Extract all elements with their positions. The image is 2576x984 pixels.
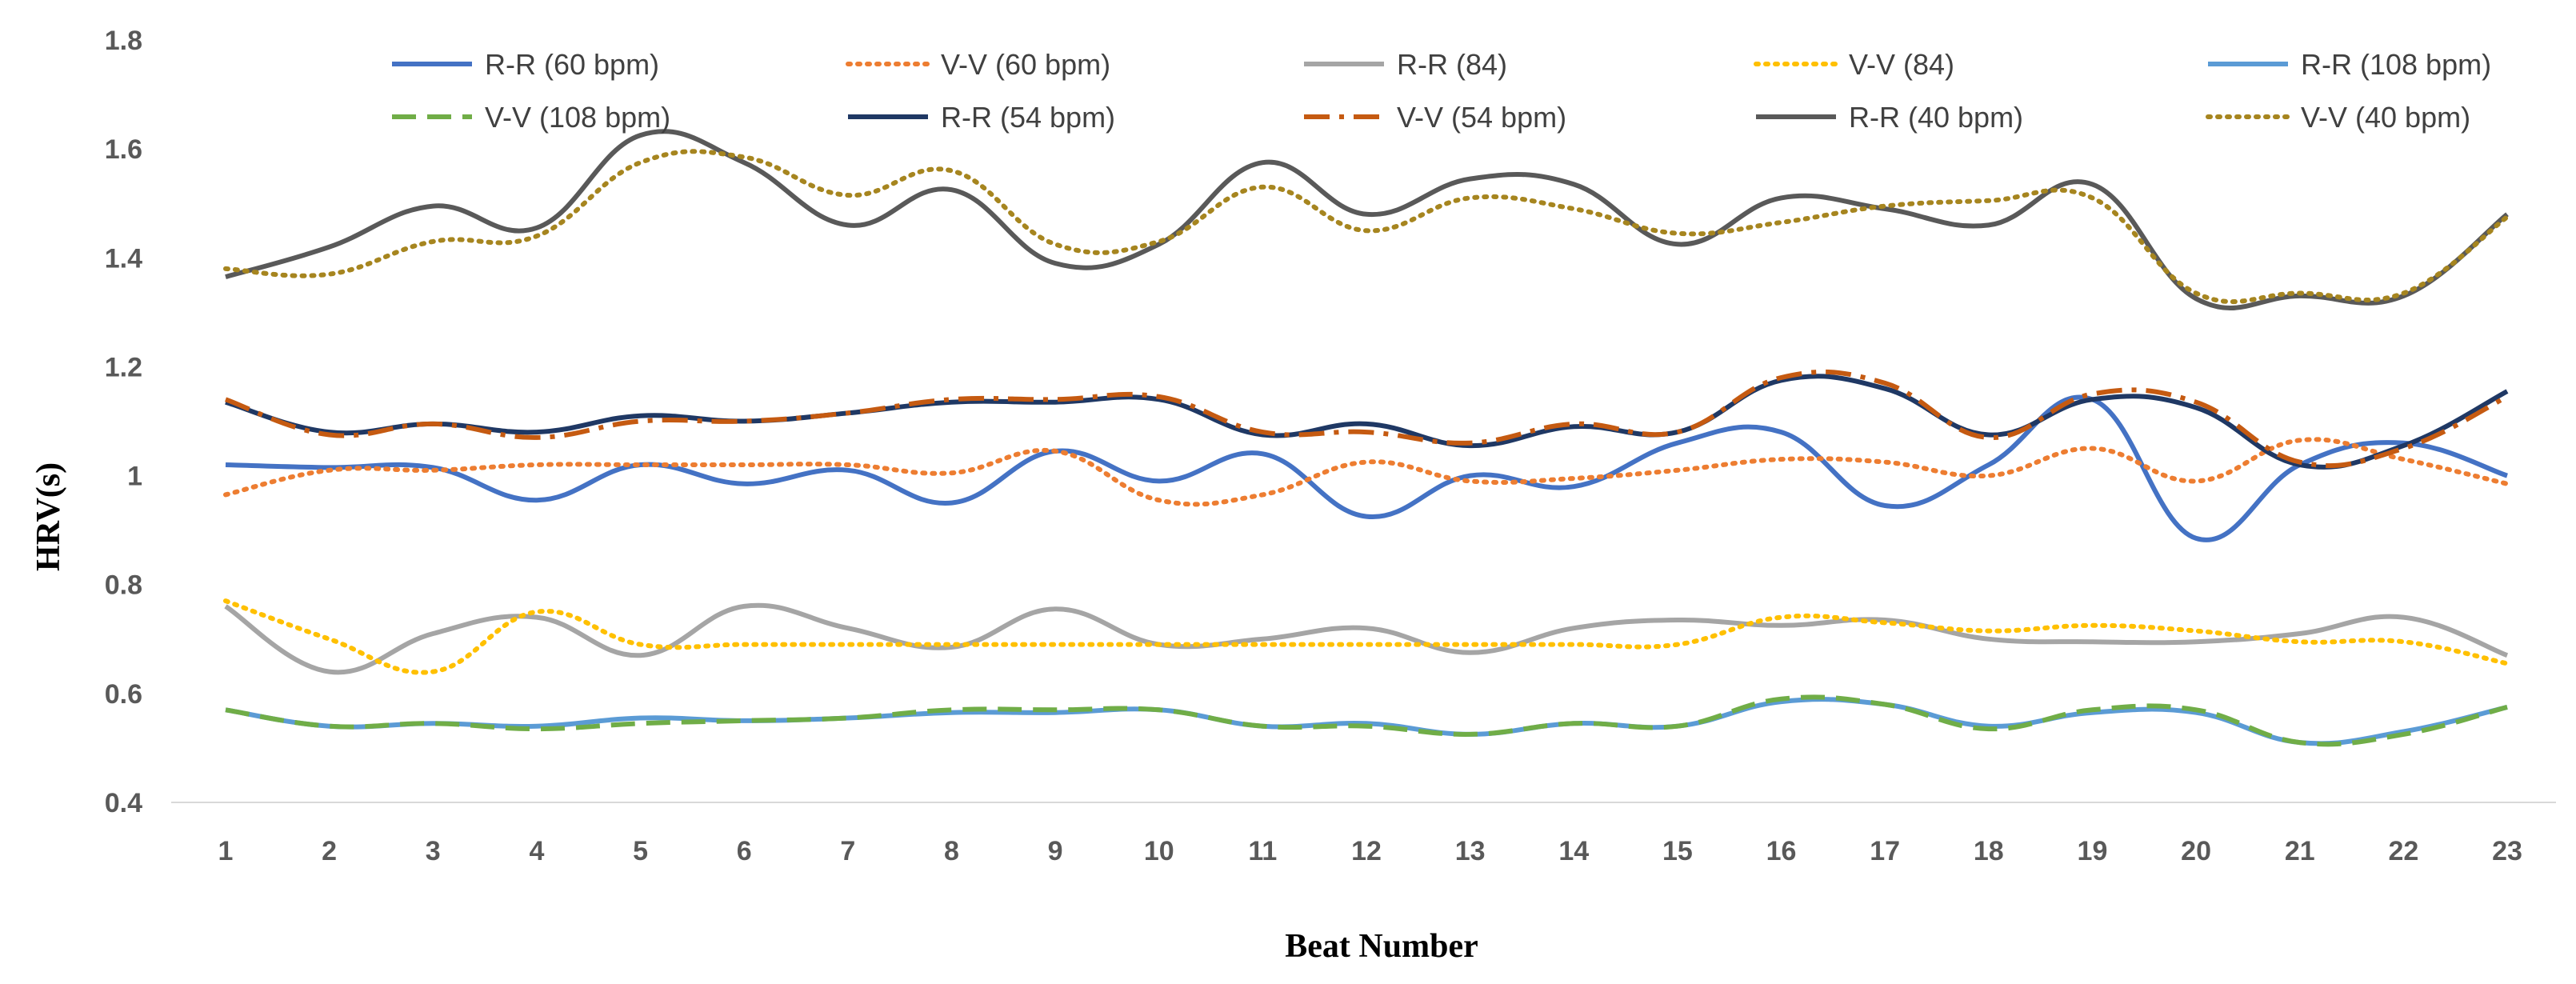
series-line-1 [225, 394, 2508, 542]
legend-label: R-R (84) [1397, 48, 1507, 81]
x-tick-label: 17 [1870, 836, 1900, 866]
legend-label: V-V (60 bpm) [941, 48, 1110, 81]
y-tick-label: 1.8 [105, 26, 142, 56]
y-tick-label: 1 [127, 462, 142, 492]
legend-item: V-V (84) [1754, 48, 1954, 81]
series-line-8 [225, 369, 2509, 469]
x-tick-label: 15 [1662, 836, 1693, 866]
series-line-3 [224, 602, 2509, 675]
series-line-7 [225, 374, 2509, 470]
legend-label: V-V (54 bpm) [1397, 101, 1566, 134]
legend-label: R-R (60 bpm) [485, 48, 659, 81]
legend-item: R-R (40 bpm) [1756, 101, 2023, 134]
x-axis-title: Beat Number [1285, 928, 1478, 965]
x-tick-label: 22 [2388, 836, 2418, 866]
y-tick-label: 0.4 [105, 788, 142, 818]
legend-label: V-V (40 bpm) [2301, 101, 2470, 134]
x-tick-label: 23 [2492, 836, 2522, 866]
x-tick-label: 6 [737, 836, 752, 866]
y-axis-title: HRV(s) [30, 462, 67, 571]
legend-item: R-R (54 bpm) [848, 101, 1115, 134]
legend-item: R-R (60 bpm) [392, 48, 659, 81]
y-tick-label: 1.2 [105, 352, 142, 382]
x-tick-label: 21 [2285, 836, 2315, 866]
legend-label: V-V (84) [1849, 48, 1954, 81]
series-line-5 [225, 697, 2508, 746]
x-tick-label: 9 [1048, 836, 1063, 866]
y-tick-label: 1.4 [105, 243, 142, 274]
y-tick-label: 0.6 [105, 679, 142, 710]
legend: R-R (60 bpm) V-V (60 bpm) R-R (84) V-V (84)… [392, 48, 2491, 134]
legend-label: R-R (40 bpm) [1849, 101, 2023, 134]
legend-item: R-R (108 bpm) [2208, 48, 2491, 81]
x-tick-label: 7 [840, 836, 855, 866]
series-line-6 [225, 694, 2508, 747]
series-line-10 [223, 149, 2510, 305]
x-tick-label: 2 [322, 836, 337, 866]
y-tick-label: 0.8 [105, 570, 142, 601]
x-tick-label: 11 [1248, 836, 1277, 866]
x-tick-label: 12 [1351, 836, 1382, 866]
legend-item: V-V (40 bpm) [2206, 101, 2470, 134]
x-tick-label: 13 [1455, 836, 1486, 866]
x-tick-label: 20 [2181, 836, 2211, 866]
x-tick-label: 19 [2078, 836, 2108, 866]
legend-item: V-V (54 bpm) [1304, 101, 1566, 134]
axis-layer: 0.40.60.811.21.41.61.81 2 3 4 5 6 7 8 9 10 11 12 13 1… [105, 26, 2556, 866]
x-tick-label: 3 [426, 836, 441, 866]
y-tick-label: 1.6 [105, 134, 142, 165]
series-line-2 [223, 437, 2510, 507]
x-tick-label: 4 [529, 836, 544, 866]
legend-item: R-R (84) [1304, 48, 1507, 81]
x-tick-label: 18 [1974, 836, 2004, 866]
series-line-9 [225, 129, 2509, 311]
x-tick-label: 14 [1558, 836, 1589, 866]
legend-item: V-V (60 bpm) [846, 48, 1110, 81]
x-tick-label: 10 [1144, 836, 1174, 866]
legend-item: V-V (108 bpm) [392, 101, 670, 134]
x-tick-label: 16 [1766, 836, 1797, 866]
x-tick-label: 1 [218, 836, 234, 866]
legend-label: R-R (54 bpm) [941, 101, 1115, 134]
x-tick-label: 5 [633, 836, 648, 866]
series-line-4 [223, 598, 2510, 675]
legend-label: R-R (108 bpm) [2301, 48, 2491, 81]
x-tick-label: 8 [944, 836, 959, 866]
legend-label: V-V (108 bpm) [485, 101, 670, 134]
series-layer [223, 129, 2510, 747]
